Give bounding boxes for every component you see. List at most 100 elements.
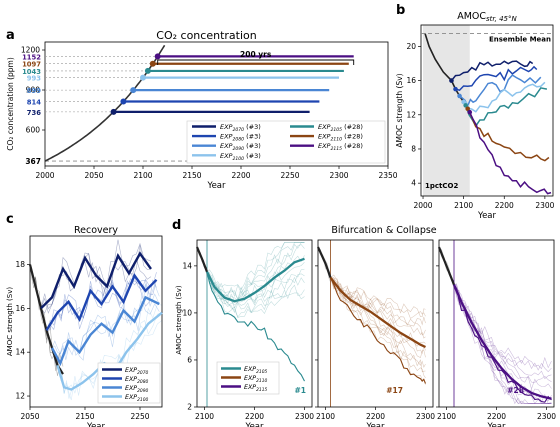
panel-d-member-line bbox=[206, 271, 305, 308]
panel-b-start-marker bbox=[461, 99, 466, 105]
panel-d-sub2-x-tick-label: 2300 bbox=[416, 412, 435, 421]
panel-c-y-tick-label: 14 bbox=[15, 348, 25, 357]
panel-d-member-line bbox=[330, 277, 426, 317]
panel-b-y-tick-label: 8 bbox=[411, 144, 416, 153]
panel-a-level-marker bbox=[144, 67, 151, 74]
panel-d-member-line bbox=[206, 244, 305, 304]
panel-a-legend-label: EXP2070 (#3) bbox=[220, 123, 261, 133]
panel-d-member-tag: #1 bbox=[294, 386, 306, 395]
panel-b-start-marker bbox=[465, 106, 471, 112]
panel-d-member-line bbox=[206, 271, 305, 318]
panel-a-y-tick-label: 1200 bbox=[21, 46, 40, 55]
panel-c-x-tick-label: 2250 bbox=[130, 412, 149, 421]
panel-a-level-marker bbox=[130, 87, 137, 94]
panel-d-member-line bbox=[453, 284, 552, 402]
panel-a-legend-box bbox=[186, 120, 386, 164]
panel-d-sub1-x-axis-label: Year bbox=[245, 422, 265, 427]
panel-d-legend-label: EXP2105 bbox=[244, 366, 268, 375]
panel-b-series-line bbox=[455, 65, 538, 92]
panel-a-x-axis-label: Year bbox=[207, 181, 227, 191]
panel-a-co2-concentration: CO₂ concentration 2000 2050 2100 2150 2200 225… bbox=[6, 29, 398, 191]
panel-d-sub1-y-tick-label: 2 bbox=[187, 403, 192, 412]
panel-d-sub1-y-tick-label: 14 bbox=[182, 261, 192, 270]
panel-a-duration-label: 200 yrs bbox=[240, 50, 272, 59]
panel-a-legend: EXP2070 (#3)EXP2080 (#3)EXP2090 (#3)EXP2… bbox=[186, 120, 386, 164]
panel-a-level-label: 1043 bbox=[22, 68, 41, 76]
panel-d-member-line bbox=[330, 274, 426, 319]
panel-d-1pctco2-line bbox=[195, 246, 209, 273]
panel-d-member-tag: #28 bbox=[507, 386, 524, 395]
panel-d-member-line bbox=[453, 284, 552, 404]
panel-d-sub3-x-tick-label: 2100 bbox=[437, 412, 456, 421]
panel-a-level-marker bbox=[149, 60, 156, 67]
panel-c-y-tick-label: 12 bbox=[15, 392, 25, 401]
panel-c-y-tick-label: 16 bbox=[15, 304, 25, 313]
panel-a-level-label: 814 bbox=[27, 98, 41, 106]
panel-b-series-line bbox=[464, 87, 548, 128]
panel-c-member-line bbox=[40, 257, 152, 314]
panel-a-level-label: 1152 bbox=[22, 53, 41, 61]
panel-b-series-line bbox=[467, 108, 550, 162]
panel-b-start-marker bbox=[449, 78, 454, 83]
panel-b-x-tick-label: 2300 bbox=[535, 201, 554, 210]
panel-c-x-tick-label: 2150 bbox=[75, 412, 94, 421]
panel-a-title: CO₂ concentration bbox=[156, 29, 256, 42]
panel-b-amoc-strength: AMOCstr, 45°N 2000 2100 2200 2300 4 8 12 16 20 Yea… bbox=[395, 11, 555, 221]
panel-d-member-line bbox=[330, 277, 426, 347]
panel-b-x-tick-label: 2000 bbox=[413, 201, 432, 210]
panel-c-recovery: Recovery 2050 2150 2250 12 14 16 18 Year AMOC str… bbox=[6, 225, 163, 427]
panel-b-title: AMOCstr, 45°N bbox=[457, 11, 517, 23]
panel-d-member-line bbox=[453, 284, 552, 404]
panel-b-shade-label: 1pctCO2 bbox=[425, 182, 458, 190]
panel-d-mean-line bbox=[329, 276, 426, 349]
panel-b-y-axis-label: AMOC strength (Sv) bbox=[395, 73, 404, 147]
panel-c-y-tick-label: 18 bbox=[15, 260, 25, 269]
panel-letter-c: c bbox=[6, 212, 14, 227]
panel-a-x-tick-label: 2300 bbox=[329, 171, 348, 180]
panel-b-start-marker bbox=[467, 109, 473, 115]
panel-d-sub2-x-tick-label: 2200 bbox=[366, 412, 385, 421]
panel-d-title: Bifurcation & Collapse bbox=[331, 225, 436, 236]
panel-b-y-tick-label: 16 bbox=[406, 76, 416, 85]
panel-b-x-axis-label: Year bbox=[477, 211, 497, 221]
panel-d-sub1-y-tick-label: 10 bbox=[182, 308, 192, 317]
panel-c-x-tick-label: 2050 bbox=[20, 412, 39, 421]
panel-a-legend-label: EXP2105 (#28) bbox=[318, 123, 363, 133]
panel-d-member-line bbox=[206, 242, 305, 301]
panel-d-member-line bbox=[330, 277, 426, 355]
panel-a-legend-label: EXP2080 (#3) bbox=[220, 133, 261, 143]
panel-b-x-tick-label: 2200 bbox=[495, 201, 514, 210]
panel-d-member-line bbox=[206, 271, 305, 318]
panel-d-sub2-x-tick-label: 2100 bbox=[316, 412, 335, 421]
panel-a-y-axis-label: CO₂ concentration (ppm) bbox=[6, 57, 15, 151]
panel-b-series-line bbox=[469, 111, 552, 195]
panel-d-member-line bbox=[206, 268, 305, 306]
panel-d-member-line bbox=[206, 262, 305, 309]
panel-d-highlight-member bbox=[206, 271, 305, 382]
panel-b-y-tick-label: 20 bbox=[406, 42, 416, 51]
panel-d-y-axis-label: AMOC strength (Sv) bbox=[175, 285, 183, 354]
panel-d-sub1-x-tick-label: 2300 bbox=[295, 412, 314, 421]
panel-a-level-marker bbox=[154, 53, 161, 60]
panel-d-member-line bbox=[453, 283, 552, 373]
panel-c-x-axis-label: Year bbox=[86, 422, 106, 427]
panel-b-y-tick-label: 4 bbox=[411, 179, 416, 188]
panel-a-legend-label: EXP2100 (#3) bbox=[220, 152, 261, 162]
panel-d-member-line bbox=[330, 277, 426, 373]
panel-d-member-line bbox=[330, 277, 426, 359]
panel-d-member-line bbox=[206, 242, 305, 298]
panel-letter-b: b bbox=[396, 3, 406, 18]
panel-d-legend-label: EXP2115 bbox=[244, 384, 268, 393]
panel-letter-d: d bbox=[172, 218, 182, 233]
panel-d-1pctco2-line bbox=[437, 246, 456, 286]
panel-a-x-tick-label: 2350 bbox=[378, 171, 397, 180]
panel-a-level-label: 736 bbox=[27, 109, 41, 117]
panel-d-highlight-member bbox=[330, 277, 427, 384]
panel-d-member-line bbox=[330, 277, 426, 327]
panel-a-level-label: 899 bbox=[27, 87, 41, 95]
panel-d-member-line bbox=[206, 242, 305, 291]
panel-a-baseline-label: 367 bbox=[25, 157, 41, 166]
panel-d-member-line bbox=[453, 284, 552, 405]
panel-d-sub3-x-tick-label: 2200 bbox=[487, 412, 506, 421]
